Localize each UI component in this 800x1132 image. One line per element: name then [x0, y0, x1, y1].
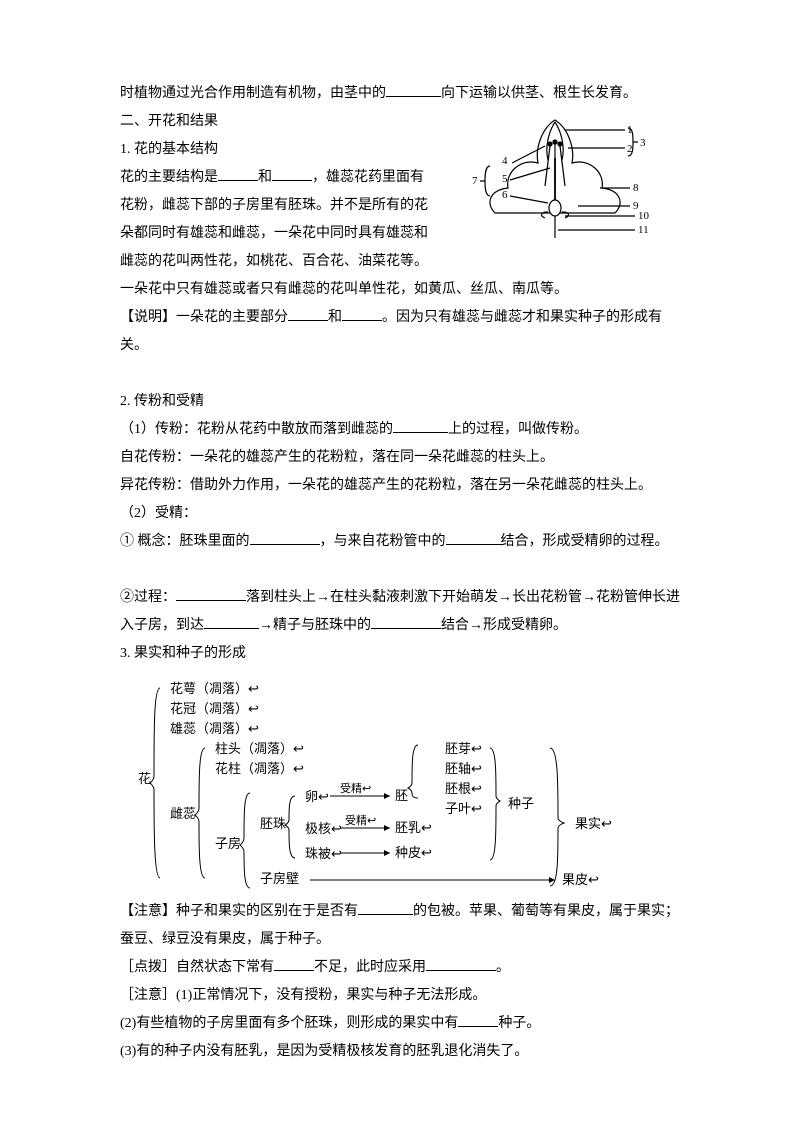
blank: [358, 900, 413, 915]
flower-figure: 1 2 3 4 5 6 7 8 9 10 11: [450, 108, 680, 254]
blank: [386, 82, 441, 97]
label-6: 6: [502, 189, 508, 201]
svg-text:雌蕊: 雌蕊: [170, 806, 196, 821]
text: 时植物通过光合作用制造有机物，由茎中的: [120, 86, 386, 101]
paragraph: 入子房，到达 →精子与胚珠中的 结合→形成受精卵。: [120, 612, 680, 640]
heading-2-3: 3. 果实和种子的形成: [120, 640, 680, 668]
paragraph: 异花传粉：借助外力作用，一朵花的雄蕊产生的花粉粒，落在另一朵花雌蕊的柱头上。: [120, 472, 680, 500]
svg-text:花萼（凋落）↩: 花萼（凋落）↩: [170, 681, 259, 696]
svg-text:胚轴↩: 胚轴↩: [445, 761, 482, 776]
blank: [446, 530, 501, 545]
svg-text:柱头（凋落）↩: 柱头（凋落）↩: [215, 741, 304, 756]
blank: [288, 306, 328, 321]
fruit-seed-diagram: 花 花萼（凋落）↩ 花冠（凋落）↩ 雄蕊（凋落）↩ 雌蕊 柱头（凋落）↩ 花柱（…: [130, 668, 690, 898]
svg-text:卵↩: 卵↩: [305, 789, 329, 804]
label-11: 11: [638, 224, 649, 236]
label-2: 2: [627, 143, 633, 155]
paragraph: 一朵花中只有雄蕊或者只有雌蕊的花叫单性花，如黄瓜、丝瓜、南瓜等。: [120, 276, 680, 304]
paragraph: （2）受精：: [120, 500, 680, 528]
svg-text:珠被↩: 珠被↩: [305, 846, 342, 861]
text: 结合→形成受精卵。: [441, 618, 567, 633]
text: 上的过程，叫做传粉。: [448, 422, 588, 437]
blank: [393, 418, 448, 433]
blank: [274, 956, 314, 971]
paragraph: ［注意］(1)正常情况下，没有授粉，果实与种子无法形成。: [120, 982, 680, 1010]
label-7: 7: [472, 175, 478, 187]
text: 花的主要结构是: [120, 170, 218, 185]
text: 【说明】一朵花的主要部分: [120, 310, 288, 325]
blank: [176, 586, 246, 601]
paragraph: ① 概念：胚珠里面的 ，与来自花粉管中的 结合，形成受精卵的过程。: [120, 528, 680, 556]
svg-text:果实↩: 果实↩: [575, 816, 612, 831]
svg-text:种子: 种子: [508, 796, 534, 811]
text: （1）传粉：花粉从花药中散放而落到雌蕊的: [120, 422, 393, 437]
paragraph: 【说明】一朵花的主要部分和。因为只有雄蕊与雌蕊才和果实种子的形成有关。: [120, 304, 680, 360]
text: 不足，此时应采用: [314, 960, 426, 975]
blank: [250, 530, 320, 545]
paragraph: 自花传粉：一朵花的雄蕊产生的花粉粒，落在同一朵花雌蕊的柱头上。: [120, 444, 680, 472]
blank: [204, 614, 259, 629]
text: 和: [328, 310, 342, 325]
blank: [272, 166, 312, 181]
text: 和: [258, 170, 272, 185]
label-4: 4: [502, 155, 508, 167]
svg-text:子房: 子房: [215, 836, 241, 851]
label-1: 1: [627, 124, 633, 136]
paragraph: (2)有些植物的子房里面有多个胚珠，则形成的果实中有 种子。: [120, 1010, 680, 1038]
svg-text:果皮↩: 果皮↩: [562, 872, 599, 887]
svg-text:花柱（凋落）↩: 花柱（凋落）↩: [215, 761, 304, 776]
blank: [218, 166, 258, 181]
svg-text:胚芽↩: 胚芽↩: [445, 741, 482, 756]
blank: [458, 1012, 498, 1027]
text: 向下运输以供茎、根生长发育。: [441, 86, 637, 101]
svg-text:子叶↩: 子叶↩: [445, 801, 482, 816]
label-8: 8: [633, 182, 639, 194]
svg-text:受精↩: 受精↩: [340, 782, 371, 795]
text: ，雄蕊花药里面有: [312, 170, 424, 185]
text: (2)有些植物的子房里面有多个胚珠，则形成的果实中有: [120, 1016, 458, 1031]
label-3: 3: [640, 137, 646, 149]
text: ②过程：: [120, 590, 176, 605]
svg-text:胚珠: 胚珠: [260, 816, 286, 831]
paragraph: ［点拨］自然状态下常有 不足，此时应采用 。: [120, 954, 680, 982]
paragraph: 【注意】种子和果实的区别在于是否有 的包被。苹果、葡萄等有果皮，属于果实；: [120, 898, 680, 926]
blank: [342, 306, 382, 321]
text: →精子与胚珠中的: [259, 618, 371, 633]
text: 【注意】种子和果实的区别在于是否有: [120, 904, 358, 919]
text: 的包被。苹果、葡萄等有果皮，属于果实；: [413, 904, 679, 919]
svg-text:花: 花: [138, 771, 151, 786]
text: ［点拨］自然状态下常有: [120, 960, 274, 975]
svg-text:受精↩: 受精↩: [345, 814, 376, 827]
svg-text:子房壁: 子房壁: [260, 871, 299, 886]
label-5: 5: [502, 173, 508, 185]
text: 入子房，到达: [120, 618, 204, 633]
paragraph: 蚕豆、绿豆没有果皮，属于种子。: [120, 926, 680, 954]
paragraph: （1）传粉：花粉从花药中散放而落到雌蕊的 上的过程，叫做传粉。: [120, 416, 680, 444]
svg-text:胚: 胚: [395, 788, 408, 803]
text: ，与来自花粉管中的: [320, 534, 446, 549]
text: 结合，形成受精卵的过程。: [501, 534, 669, 549]
svg-text:极核↩: 极核↩: [305, 821, 342, 836]
text: 。: [496, 960, 510, 975]
svg-text:胚根↩: 胚根↩: [445, 781, 482, 796]
blank: [426, 956, 496, 971]
label-10: 10: [638, 210, 650, 222]
blank: [371, 614, 441, 629]
svg-text:种皮↩: 种皮↩: [395, 845, 432, 860]
paragraph: (3)有的种子内没有胚乳，是因为受精极核发育的胚乳退化消失了。: [120, 1038, 680, 1066]
svg-text:胚乳↩: 胚乳↩: [395, 820, 432, 835]
svg-text:雄蕊（凋落）↩: 雄蕊（凋落）↩: [170, 721, 259, 736]
text: 落到柱头上→在柱头黏液刺激下开始萌发→长出花粉管→花粉管伸长进: [246, 590, 680, 605]
svg-text:花冠（凋落）↩: 花冠（凋落）↩: [170, 701, 259, 716]
paragraph-intro: 时植物通过光合作用制造有机物，由茎中的 向下运输以供茎、根生长发育。: [120, 80, 680, 108]
text: ① 概念：胚珠里面的: [120, 534, 250, 549]
paragraph: ②过程： 落到柱头上→在柱头黏液刺激下开始萌发→长出花粉管→花粉管伸长进: [120, 584, 680, 612]
text: 种子。: [498, 1016, 540, 1031]
heading-2-2: 2. 传粉和受精: [120, 388, 680, 416]
